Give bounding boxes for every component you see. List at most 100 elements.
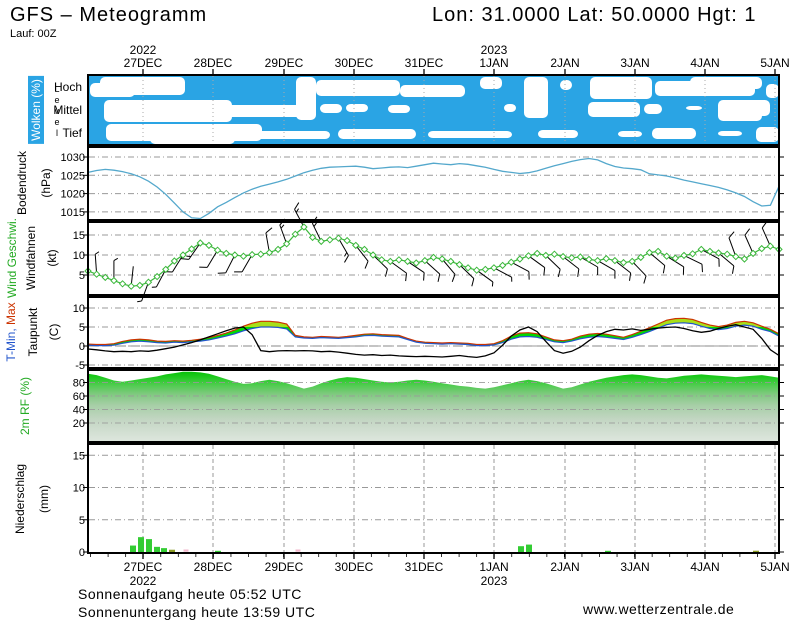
y-tick-label: 10	[73, 303, 85, 315]
wind-marker	[472, 266, 481, 274]
wind-marker	[507, 258, 515, 266]
wind-marker	[213, 246, 222, 254]
pressure-unit-label: (hPa)	[39, 168, 53, 198]
wind-unit-label: (kt)	[45, 249, 59, 267]
wind-marker	[637, 253, 645, 262]
precip-bar	[605, 550, 611, 552]
cloud-gap	[428, 131, 512, 138]
cloud-gap	[686, 106, 702, 110]
cloud-gap	[690, 77, 762, 89]
cloud-gap	[400, 85, 465, 97]
wind-panel-label: Wind Geschwi.	[5, 217, 19, 299]
precip-trace-mark	[295, 549, 301, 552]
y-tick-label: 60	[73, 391, 85, 403]
date-label-bottom: 30DEC	[335, 560, 374, 574]
wind-marker	[101, 273, 109, 282]
wind-marker	[732, 252, 740, 261]
wind-marker	[611, 256, 619, 265]
y-tick-label: 15	[73, 230, 85, 242]
cloud-gap	[504, 104, 516, 112]
cloud-level-labels: Hoch Mittel Tief	[44, 75, 84, 145]
cloud-gap	[480, 77, 502, 89]
wind-marker	[170, 257, 179, 265]
cloud-gap	[644, 104, 662, 114]
y-tick-label: 0	[79, 341, 85, 353]
wind-marker	[343, 236, 351, 245]
wind-marker	[118, 280, 127, 288]
temp-unit-label: (C)	[47, 323, 61, 341]
cloud-gap	[320, 104, 342, 113]
wind-marker	[239, 252, 248, 260]
date-label-top: 28DEC	[194, 56, 233, 70]
wind-marker	[162, 265, 170, 274]
cloud-gap	[588, 102, 640, 117]
wind-marker	[585, 255, 593, 264]
wind-marker	[593, 256, 602, 265]
wind-marker	[257, 250, 265, 258]
precip-bar	[215, 550, 221, 552]
cloud-gap	[538, 130, 578, 138]
wind-marker	[222, 249, 230, 258]
cloud-gap	[590, 77, 652, 99]
wind-marker	[326, 236, 334, 244]
wind-marker	[300, 223, 308, 231]
wind-marker	[464, 264, 472, 272]
humidity-area	[88, 371, 779, 441]
date-label-top: 5JAN	[760, 56, 789, 70]
y-tick-label: 5	[79, 270, 85, 282]
wind-marker	[663, 252, 671, 260]
wind-marker	[455, 260, 464, 269]
cloud-gap	[718, 131, 742, 136]
y-tick-label: 1030	[61, 152, 85, 164]
wind-marker	[403, 257, 412, 266]
date-label-top: 3JAN	[620, 56, 649, 70]
cloud-gap	[346, 104, 368, 112]
date-label-bottom: 29DEC	[265, 560, 304, 574]
precip-unit-label: (mm)	[37, 485, 51, 513]
dewpoint-line	[87, 324, 780, 359]
date-label-bottom: 2JAN	[550, 560, 579, 574]
cloud-gap	[104, 100, 232, 122]
y-tick-label: 5	[79, 322, 85, 334]
panel-border	[87, 296, 780, 369]
wind-marker	[110, 276, 118, 285]
panel-border	[87, 221, 780, 296]
panel-border	[87, 74, 780, 146]
wind-marker	[628, 257, 636, 266]
wind-marker	[369, 251, 377, 259]
wind-marker	[645, 248, 654, 257]
humidity-panel-label: 2m RF (%)	[18, 377, 32, 435]
header-coordinates: Lon: 31.0000 Lat: 50.0000 Hgt: 1	[432, 4, 757, 26]
y-tick-label: 80	[73, 378, 85, 390]
wind-marker	[291, 230, 300, 238]
sunrise-text: Sonnenaufgang heute 05:52 UTC	[78, 586, 302, 602]
date-label-top: 27DEC	[124, 56, 163, 70]
date-label-top: 1JAN	[479, 56, 508, 70]
precip-panel-label: Niederschlag	[13, 463, 27, 535]
y-tick-label: 10	[73, 483, 85, 495]
year-label-top: 2023	[481, 43, 508, 57]
temp-band-warm	[241, 318, 764, 327]
y-tick-label: 20	[73, 418, 85, 430]
wind-marker	[205, 241, 213, 250]
y-tick-label: 40	[73, 405, 85, 417]
wind-marker	[602, 254, 610, 263]
page-title: GFS – Meteogramm	[10, 4, 208, 26]
wind-marker	[412, 259, 420, 267]
precip-bar	[526, 544, 532, 552]
precip-bar	[169, 549, 175, 552]
wind-marker	[187, 245, 196, 253]
wind-marker	[282, 240, 291, 248]
wind-marker	[127, 282, 135, 290]
cloud-gap	[618, 131, 642, 137]
wind-marker	[481, 265, 490, 274]
wind-marker	[395, 256, 403, 264]
wind-marker	[749, 249, 757, 258]
wind-marker	[714, 249, 723, 257]
date-label-bottom: 4JAN	[690, 560, 719, 574]
wind-marker	[447, 257, 455, 266]
wind-marker	[740, 255, 749, 263]
wind-marker	[352, 241, 360, 250]
